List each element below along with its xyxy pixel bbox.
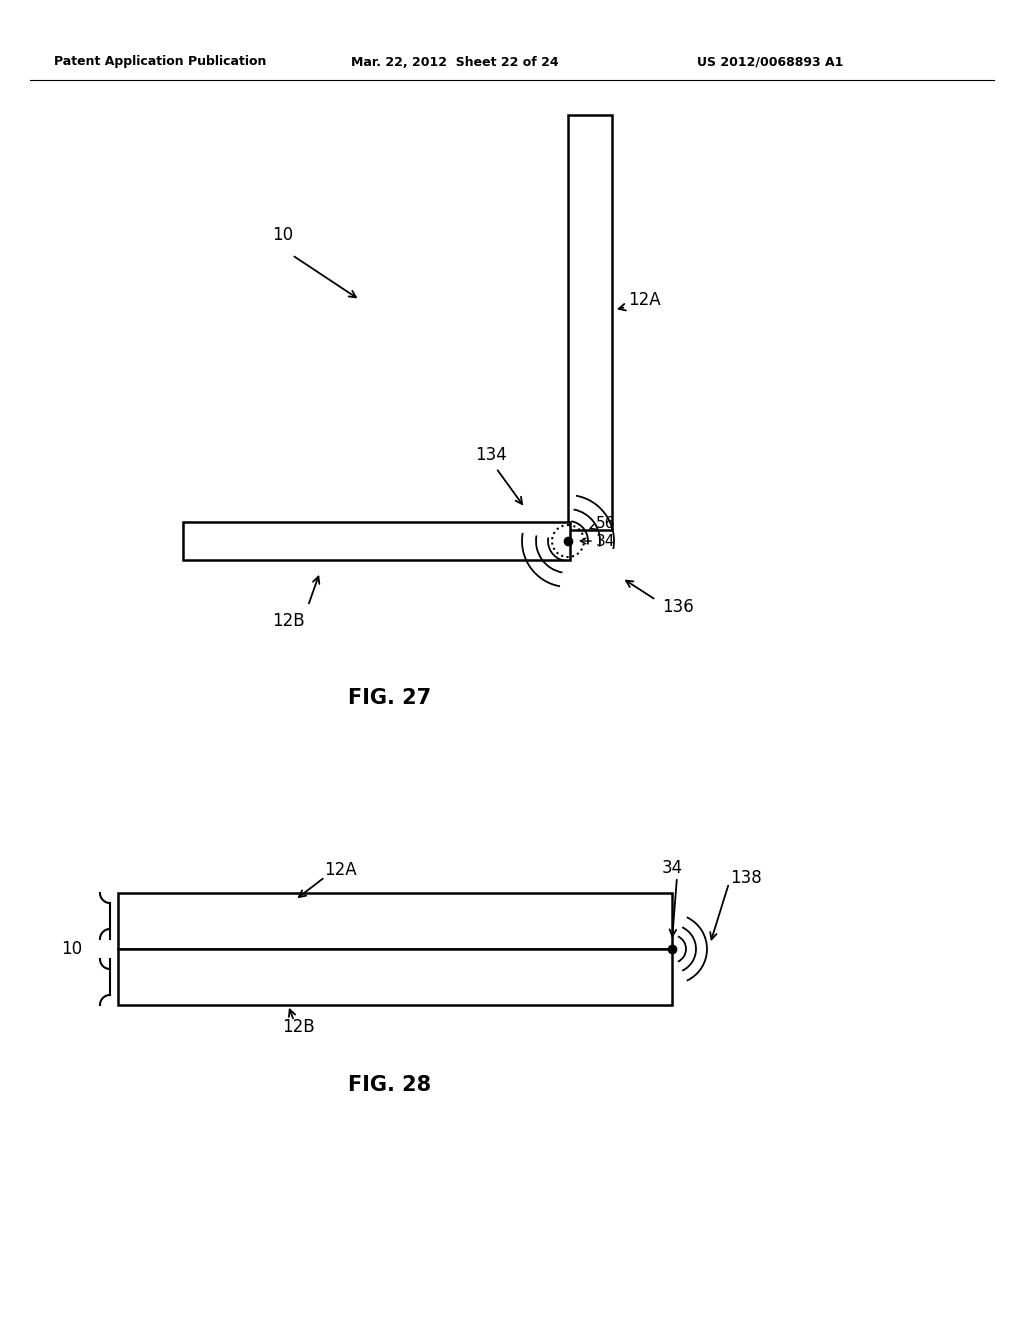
Text: 12A: 12A (324, 861, 356, 879)
Text: 10: 10 (272, 226, 293, 244)
Text: 12B: 12B (282, 1018, 314, 1036)
Text: Patent Application Publication: Patent Application Publication (54, 55, 266, 69)
Text: 134: 134 (475, 446, 507, 465)
Text: FIG. 28: FIG. 28 (348, 1074, 431, 1096)
Text: 12A: 12A (628, 290, 660, 309)
Text: 138: 138 (730, 869, 762, 887)
Bar (183, 521, 570, 560)
Text: FIG. 27: FIG. 27 (348, 688, 431, 708)
Text: 12B: 12B (271, 612, 304, 630)
Text: 34: 34 (662, 859, 683, 876)
Bar (118, 894, 672, 949)
Text: 10: 10 (60, 940, 82, 958)
Text: US 2012/0068893 A1: US 2012/0068893 A1 (696, 55, 843, 69)
Bar (118, 949, 672, 1005)
Text: 34: 34 (596, 533, 615, 549)
Text: Mar. 22, 2012  Sheet 22 of 24: Mar. 22, 2012 Sheet 22 of 24 (351, 55, 559, 69)
Text: 56: 56 (596, 516, 615, 532)
Bar (568, 115, 612, 531)
Text: 136: 136 (662, 598, 693, 616)
